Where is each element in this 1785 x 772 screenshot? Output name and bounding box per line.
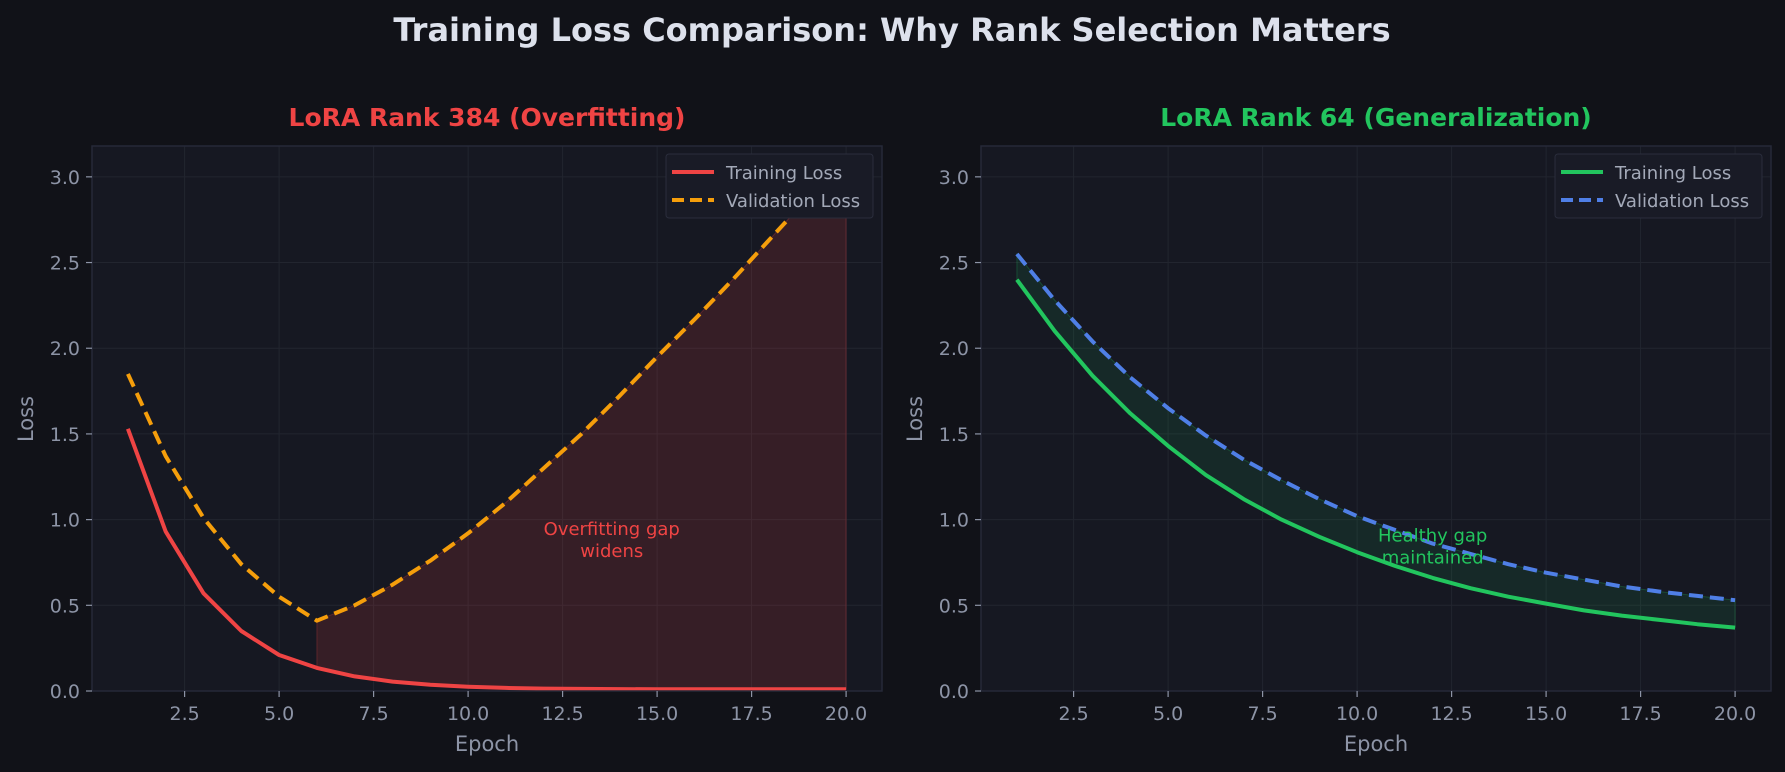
svg-text:Healthy gap: Healthy gap xyxy=(1378,526,1487,547)
x-tick-label: 2.5 xyxy=(1058,703,1088,725)
x-tick-label: 7.5 xyxy=(358,703,388,725)
x-tick-label: 20.0 xyxy=(825,703,867,725)
legend-rank-64: Training Loss Validation Loss xyxy=(1554,153,1763,219)
plot-area-rank-384 xyxy=(92,146,882,691)
legend-label-validation: Validation Loss xyxy=(1615,191,1749,212)
x-tick-label: 10.0 xyxy=(1336,703,1378,725)
x-tick-label: 2.5 xyxy=(169,703,199,725)
validation-loss-line-rank-64 xyxy=(1015,252,1736,603)
y-ticks-rank-64: 0.0 0.5 1.0 1.5 2.0 2.5 3.0 xyxy=(939,167,981,703)
x-tick-label: 15.0 xyxy=(636,703,678,725)
annotation-line-2: widens xyxy=(580,541,643,562)
x-tick-label: 5.0 xyxy=(264,703,294,725)
panel-title-rank-384: LoRA Rank 384 (Overfitting) xyxy=(289,103,686,132)
x-tick-label: 7.5 xyxy=(1247,703,1277,725)
y-axis-label-rank-64: Loss xyxy=(903,396,927,442)
legend-box xyxy=(665,153,874,219)
legend-box xyxy=(1554,153,1763,219)
y-tick-label: 0.5 xyxy=(939,595,969,617)
plot-area-rank-64 xyxy=(981,146,1771,691)
grid-rank-64 xyxy=(981,146,1771,692)
annotation-line-1: Overfitting gap xyxy=(544,519,680,540)
training-loss-line-rank-384 xyxy=(126,428,847,692)
panel-rank-64: 2.5 5.0 7.5 10.0 12.5 15.0 17.5 20.0 0.0 0.5 1.0 1… xyxy=(903,103,1772,756)
x-axis-label-rank-384: Epoch xyxy=(455,732,519,756)
legend-label-training: Training Loss xyxy=(1614,163,1731,184)
x-tick-label: 15.0 xyxy=(1525,703,1567,725)
panel-rank-384: 2.5 5.0 7.5 10.0 12.5 15.0 17.5 20.0 0.0 0.5 1.0 1… xyxy=(14,103,883,756)
y-tick-label: 1.5 xyxy=(50,424,80,446)
y-tick-label: 1.0 xyxy=(939,510,969,532)
y-tick-label: 2.5 xyxy=(939,253,969,275)
plot-frame-rank-384 xyxy=(91,145,883,692)
annotation-line-2: maintained xyxy=(1382,548,1484,569)
x-tick-label: 12.5 xyxy=(1430,703,1472,725)
x-tick-label: 5.0 xyxy=(1153,703,1183,725)
svg-text:maintained: maintained xyxy=(1382,548,1484,569)
validation-loss-line-rank-384 xyxy=(126,195,847,623)
plot-frame-rank-64 xyxy=(980,145,1772,692)
x-tick-label: 17.5 xyxy=(730,703,772,725)
y-tick-label: 2.0 xyxy=(50,338,80,360)
x-tick-label: 10.0 xyxy=(447,703,489,725)
y-tick-label: 3.0 xyxy=(939,167,969,189)
y-ticks-rank-384: 0.0 0.5 1.0 1.5 2.0 2.5 3.0 xyxy=(50,167,92,703)
y-tick-label: 1.5 xyxy=(939,424,969,446)
training-loss-line-rank-64 xyxy=(1015,278,1736,630)
y-tick-label: 0.0 xyxy=(50,681,80,703)
legend-label-training: Training Loss xyxy=(725,163,842,184)
x-tick-label: 20.0 xyxy=(1714,703,1756,725)
x-tick-label: 17.5 xyxy=(1619,703,1661,725)
y-tick-label: 3.0 xyxy=(50,167,80,189)
y-tick-label: 0.0 xyxy=(939,681,969,703)
y-tick-label: 0.5 xyxy=(50,595,80,617)
figure-title: Training Loss Comparison: Why Rank Selec… xyxy=(393,11,1390,49)
y-tick-label: 2.5 xyxy=(50,253,80,275)
annotation-line-1: Healthy gap xyxy=(1378,526,1487,547)
y-tick-label: 2.0 xyxy=(939,338,969,360)
svg-text:widens: widens xyxy=(580,541,643,562)
x-axis-label-rank-64: Epoch xyxy=(1344,732,1408,756)
y-tick-label: 1.0 xyxy=(50,510,80,532)
x-ticks-rank-384: 2.5 5.0 7.5 10.0 12.5 15.0 17.5 20.0 xyxy=(169,691,867,725)
y-axis-label-rank-384: Loss xyxy=(14,396,38,442)
annotation-overfitting-gap: Overfitting gap widens xyxy=(544,519,680,562)
svg-text:Overfitting gap: Overfitting gap xyxy=(544,519,680,540)
annotation-healthy-gap: Healthy gap maintained xyxy=(1378,526,1487,569)
panel-title-rank-64: LoRA Rank 64 (Generalization) xyxy=(1160,103,1591,132)
legend-label-validation: Validation Loss xyxy=(726,191,860,212)
legend-rank-384: Training Loss Validation Loss xyxy=(665,153,874,219)
x-tick-label: 12.5 xyxy=(541,703,583,725)
x-ticks-rank-64: 2.5 5.0 7.5 10.0 12.5 15.0 17.5 20.0 xyxy=(1058,691,1756,725)
